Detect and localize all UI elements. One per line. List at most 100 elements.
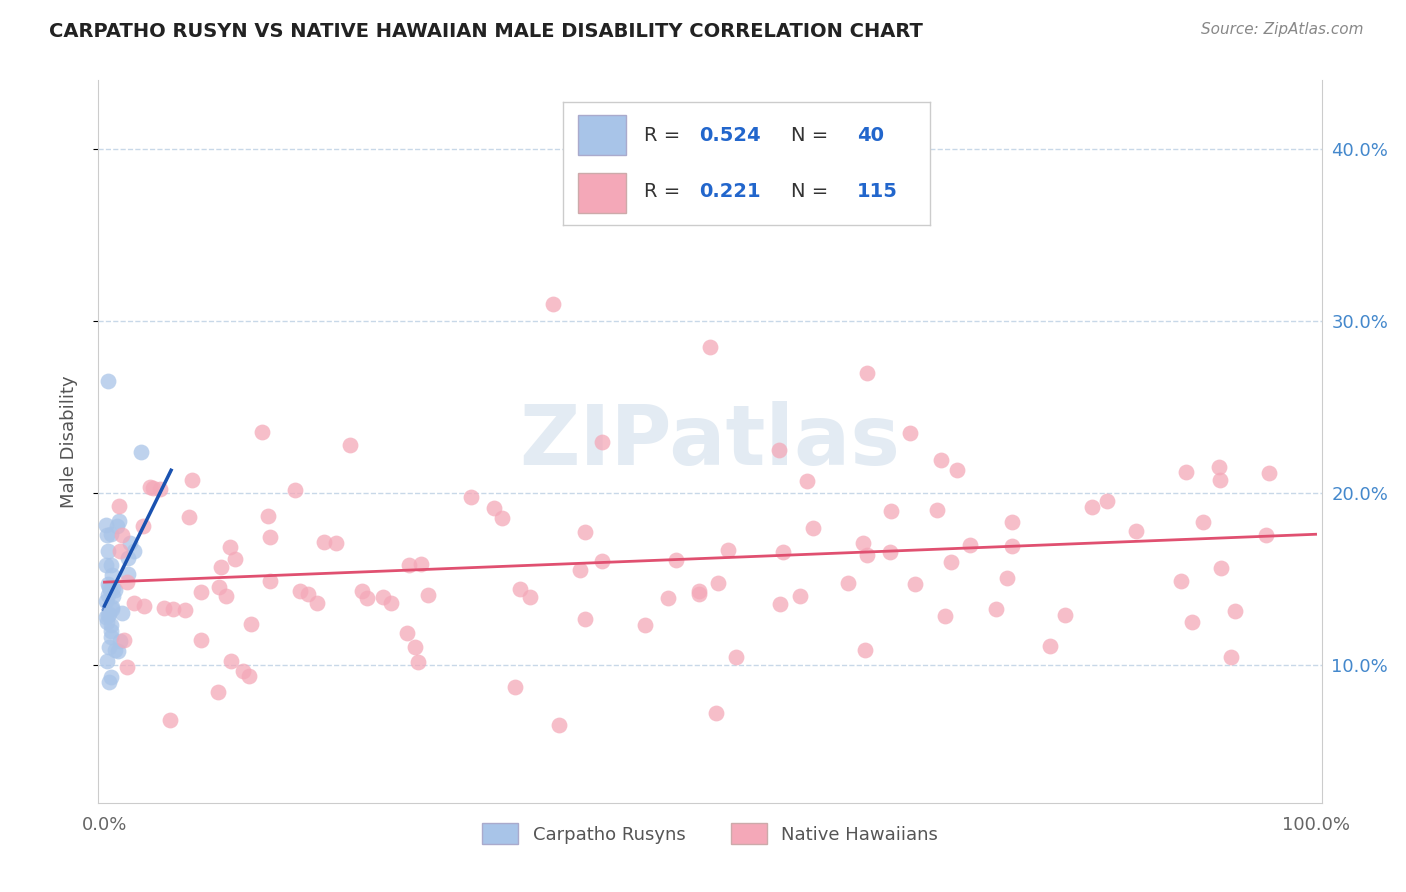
Point bbox=[219, 654, 242, 668]
Point bbox=[139, 480, 162, 494]
Point bbox=[856, 366, 879, 380]
Point bbox=[105, 519, 128, 533]
Point bbox=[96, 528, 118, 542]
Point bbox=[101, 582, 124, 596]
Point bbox=[224, 551, 246, 566]
Point bbox=[107, 644, 129, 658]
Point bbox=[122, 596, 145, 610]
Point bbox=[97, 544, 120, 558]
Point bbox=[1254, 527, 1277, 541]
Point bbox=[482, 500, 505, 515]
Point bbox=[101, 599, 124, 614]
Point bbox=[103, 589, 125, 603]
Point bbox=[219, 540, 242, 554]
Point bbox=[657, 591, 679, 605]
Point bbox=[173, 603, 195, 617]
Point bbox=[409, 557, 432, 571]
Point bbox=[852, 535, 875, 549]
Point bbox=[100, 526, 122, 541]
Point bbox=[404, 640, 426, 654]
Point bbox=[352, 584, 374, 599]
Point bbox=[1125, 524, 1147, 539]
Point bbox=[1001, 539, 1024, 553]
Point bbox=[398, 558, 420, 573]
Point bbox=[803, 521, 825, 535]
Point bbox=[100, 618, 122, 632]
Point bbox=[312, 534, 335, 549]
Point bbox=[460, 490, 482, 504]
Point bbox=[941, 555, 963, 569]
Point bbox=[591, 554, 613, 568]
Point bbox=[418, 589, 440, 603]
Point bbox=[1181, 615, 1204, 630]
Point bbox=[97, 374, 120, 388]
Point bbox=[591, 435, 613, 450]
Point bbox=[100, 670, 122, 684]
Point bbox=[100, 624, 122, 638]
Point bbox=[98, 675, 121, 690]
Point bbox=[1053, 608, 1076, 623]
Point bbox=[256, 508, 278, 523]
Point bbox=[853, 643, 876, 657]
Point bbox=[929, 452, 952, 467]
Point bbox=[108, 544, 131, 558]
Point bbox=[297, 587, 319, 601]
Y-axis label: Male Disability: Male Disability bbox=[59, 376, 77, 508]
Point bbox=[1001, 516, 1024, 530]
Point bbox=[789, 589, 811, 603]
Point bbox=[900, 425, 922, 440]
Point bbox=[356, 591, 378, 606]
Point bbox=[232, 664, 254, 678]
Point bbox=[768, 443, 790, 458]
Point bbox=[503, 680, 526, 694]
Point bbox=[97, 607, 120, 621]
Point bbox=[1220, 649, 1243, 664]
Point bbox=[1223, 604, 1246, 618]
Point bbox=[159, 713, 181, 727]
Point bbox=[1257, 467, 1279, 481]
Point bbox=[856, 548, 879, 562]
Point bbox=[104, 643, 127, 657]
Point bbox=[162, 601, 184, 615]
Point bbox=[240, 616, 263, 631]
Point bbox=[190, 633, 212, 648]
Point bbox=[959, 538, 981, 552]
Point bbox=[688, 584, 710, 599]
Point bbox=[509, 582, 531, 597]
Legend: Carpatho Rusyns, Native Hawaiians: Carpatho Rusyns, Native Hawaiians bbox=[475, 816, 945, 852]
Point bbox=[706, 575, 728, 590]
Point bbox=[665, 553, 688, 567]
Text: ZIPatlas: ZIPatlas bbox=[520, 401, 900, 482]
Point bbox=[120, 536, 142, 550]
Point bbox=[190, 584, 212, 599]
Point bbox=[380, 596, 402, 610]
Point bbox=[339, 437, 361, 451]
Point bbox=[541, 297, 564, 311]
Point bbox=[290, 584, 312, 599]
Text: CARPATHO RUSYN VS NATIVE HAWAIIAN MALE DISABILITY CORRELATION CHART: CARPATHO RUSYN VS NATIVE HAWAIIAN MALE D… bbox=[49, 22, 924, 41]
Point bbox=[111, 528, 134, 542]
Point bbox=[1170, 574, 1192, 588]
Point bbox=[995, 571, 1018, 585]
Point bbox=[94, 594, 117, 608]
Point bbox=[108, 499, 131, 513]
Point bbox=[724, 650, 747, 665]
Point bbox=[634, 618, 657, 632]
Point bbox=[796, 474, 818, 488]
Point bbox=[132, 519, 155, 533]
Point bbox=[94, 558, 117, 572]
Point bbox=[149, 483, 172, 497]
Point bbox=[1191, 515, 1213, 529]
Point bbox=[491, 510, 513, 524]
Point bbox=[111, 606, 134, 620]
Point bbox=[1209, 473, 1232, 487]
Point bbox=[259, 531, 281, 545]
Point bbox=[305, 596, 328, 610]
Point bbox=[259, 574, 281, 588]
Point bbox=[1081, 500, 1104, 515]
Point bbox=[880, 504, 903, 518]
Point bbox=[98, 580, 121, 594]
Point bbox=[406, 655, 429, 669]
Point bbox=[132, 599, 155, 614]
Point bbox=[325, 535, 347, 549]
